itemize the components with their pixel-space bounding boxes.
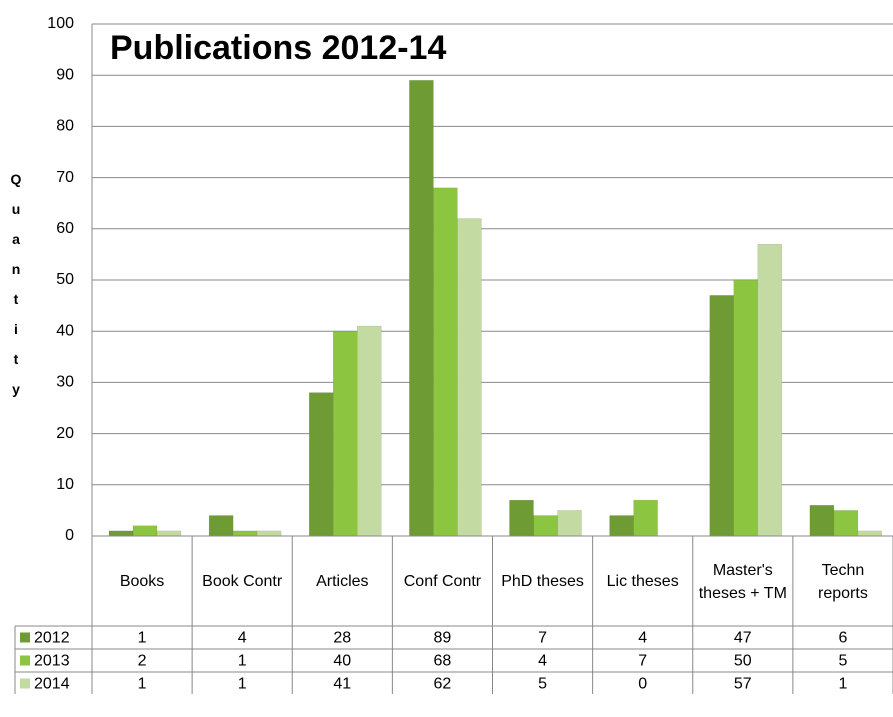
- table-cell: 1: [838, 676, 847, 693]
- legend-swatch: [20, 678, 30, 689]
- legend-swatch: [20, 655, 30, 666]
- bar: [609, 515, 634, 537]
- table-cell: 1: [138, 630, 147, 647]
- bar: [633, 499, 658, 537]
- table-cell: 40: [333, 653, 351, 670]
- bar: [357, 325, 382, 537]
- table-cell: 1: [138, 676, 147, 693]
- table-cell: 50: [734, 653, 752, 670]
- bar: [156, 530, 182, 537]
- table-cell: 7: [538, 630, 547, 647]
- table-cell: 2: [138, 653, 147, 670]
- x-tick-label: Master's theses + TM: [698, 561, 787, 602]
- table-cell: 5: [538, 676, 547, 693]
- bar: [208, 515, 234, 537]
- x-tick-label: Book Contr: [202, 573, 283, 590]
- bar: [132, 525, 158, 537]
- bar: [809, 505, 835, 537]
- bar: [333, 330, 358, 537]
- y-tick-label: 0: [65, 527, 74, 544]
- table-cell: 0: [638, 676, 647, 693]
- x-tick-label: Lic theses: [606, 573, 679, 590]
- legend-label: 2014: [34, 676, 70, 693]
- legend-label: 2012: [34, 630, 70, 647]
- bar: [533, 515, 558, 537]
- legend-label: 2013: [34, 653, 70, 670]
- x-tick-label: Books: [119, 573, 165, 590]
- bar: [309, 392, 334, 537]
- y-tick-label: 100: [47, 15, 74, 32]
- table-cell: 6: [838, 630, 847, 647]
- chart-title: Publications 2012-14: [110, 29, 446, 67]
- table-cell: 47: [734, 630, 752, 647]
- table-cell: 89: [434, 630, 452, 647]
- bar: [433, 187, 458, 537]
- table-cell: 1: [238, 676, 247, 693]
- x-tick-label: Techn reports: [818, 561, 868, 602]
- table-cell: 41: [333, 676, 351, 693]
- y-tick-label: 50: [56, 271, 74, 288]
- table-cell: 57: [734, 676, 752, 693]
- y-tick-label: 10: [56, 476, 74, 493]
- x-tick-label: Conf Contr: [403, 573, 482, 590]
- table-cell: 5: [838, 653, 847, 670]
- y-tick-label: 30: [56, 374, 74, 391]
- table-cell: 68: [434, 653, 452, 670]
- table-cell: 4: [538, 653, 547, 670]
- bar: [833, 510, 859, 537]
- y-tick-label: 70: [56, 169, 74, 186]
- bar: [457, 218, 482, 537]
- table-cell: 28: [333, 630, 351, 647]
- y-tick-label: 80: [56, 118, 74, 135]
- table-cell: 4: [638, 630, 647, 647]
- bar: [709, 295, 734, 537]
- bar: [857, 530, 883, 537]
- bar: [256, 530, 282, 537]
- bar: [757, 243, 782, 537]
- bar: [509, 499, 534, 537]
- y-tick-label: 90: [56, 66, 74, 83]
- y-tick-label: 40: [56, 322, 74, 339]
- bar: [733, 279, 758, 537]
- bar: [232, 530, 258, 537]
- table-cell: 1: [238, 653, 247, 670]
- table-cell: 4: [238, 630, 247, 647]
- bar: [409, 80, 434, 537]
- y-tick-label: 20: [56, 425, 74, 442]
- table-cell: 7: [638, 653, 647, 670]
- y-tick-label: 60: [56, 220, 74, 237]
- x-tick-label: PhD theses: [501, 573, 584, 590]
- x-tick-label: Articles: [316, 573, 369, 590]
- legend-swatch: [20, 632, 30, 643]
- bar: [557, 510, 582, 537]
- bar: [108, 530, 134, 537]
- table-cell: 62: [434, 676, 452, 693]
